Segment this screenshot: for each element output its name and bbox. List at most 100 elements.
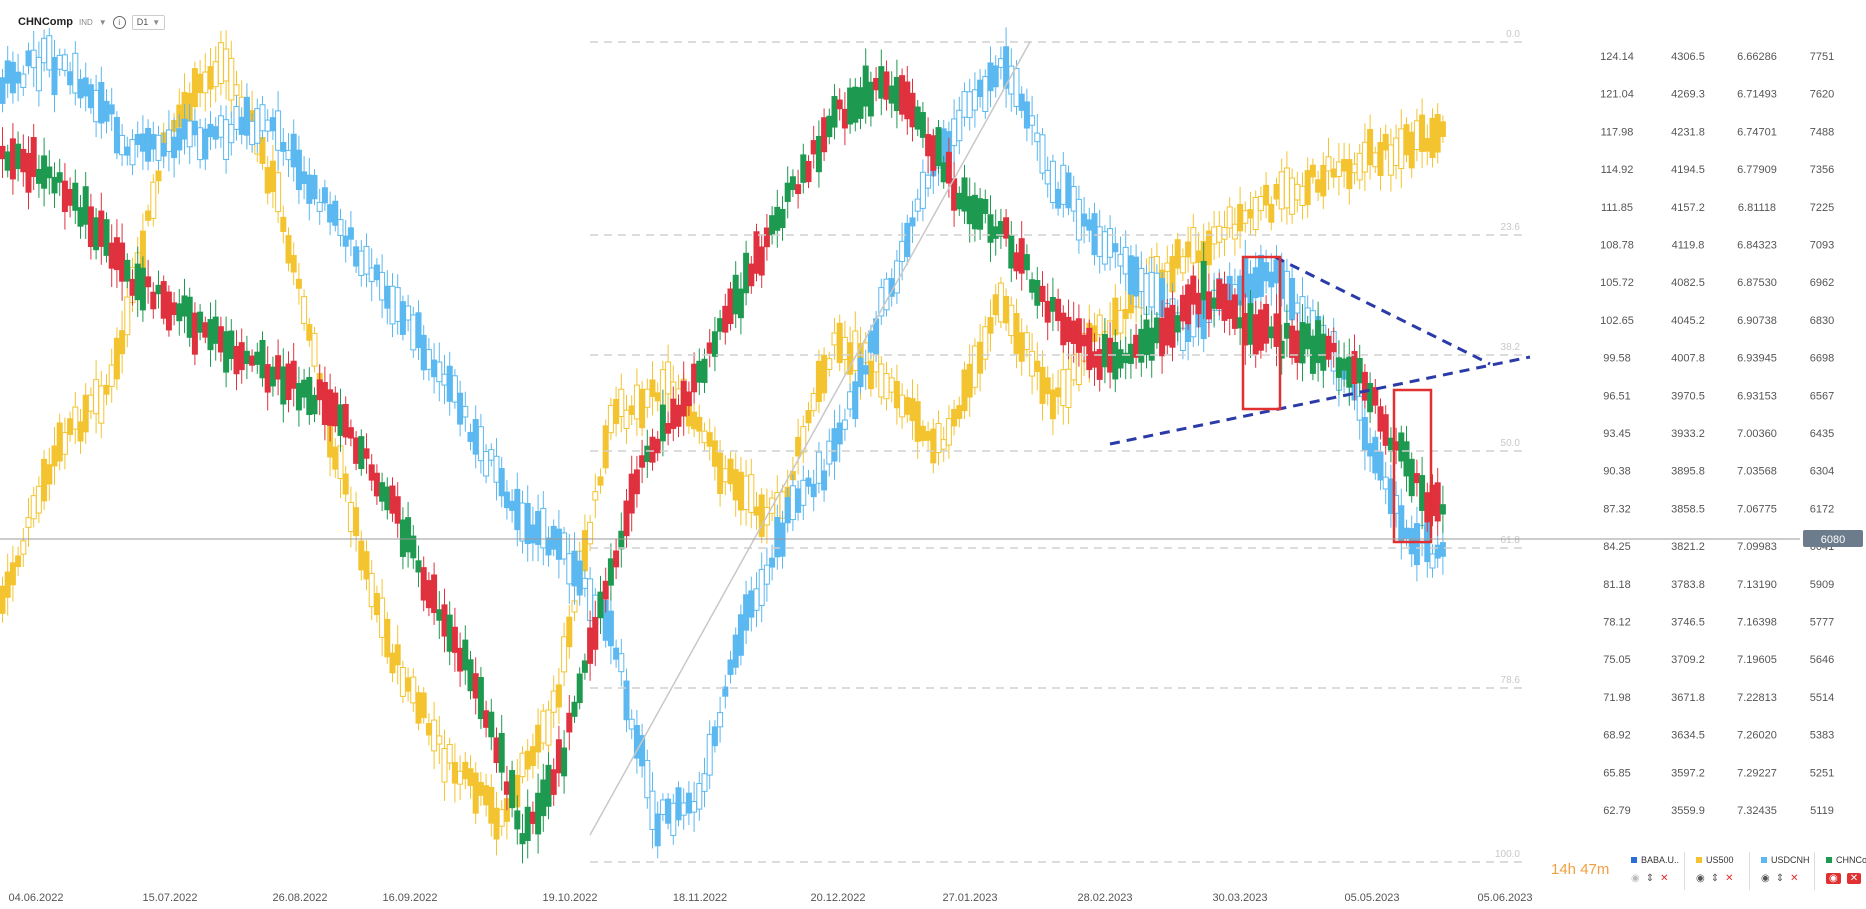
close-icon[interactable]: ✕	[1846, 873, 1862, 884]
chevron-down-icon[interactable]: ▼	[98, 17, 107, 27]
usdcnh-candle	[269, 117, 276, 132]
sort-arrows-icon[interactable]: ⇕	[1775, 873, 1785, 884]
usdcnh-candle	[202, 128, 209, 160]
usdcnh-candle	[857, 357, 864, 388]
y-tick-usdcnh: 6.81118	[1738, 202, 1776, 214]
us500-candle	[67, 418, 74, 435]
chncomp-candle	[150, 291, 157, 310]
eye-icon[interactable]: ◉	[1761, 873, 1770, 884]
sort-arrows-icon[interactable]: ⇕	[1645, 873, 1655, 884]
y-tick-us500: 4157.2	[1671, 202, 1705, 214]
us500-candle	[644, 388, 651, 408]
chncomp-candle	[483, 710, 490, 728]
chncomp-candle	[1195, 292, 1202, 315]
us500-candle	[748, 474, 755, 513]
chncomp-candle	[1424, 492, 1431, 523]
chncomp-candle	[1408, 458, 1415, 497]
chncomp-candle	[415, 560, 422, 573]
y-tick-baba: 105.72	[1600, 277, 1634, 289]
usdcnh-candle	[1086, 219, 1093, 231]
triangle-upper-line[interactable]	[1274, 255, 1491, 366]
y-tick-us500: 3746.5	[1671, 617, 1705, 629]
us500-candle	[98, 385, 105, 424]
usdcnh-candle	[899, 240, 906, 263]
chncomp-candle	[295, 382, 302, 411]
usdcnh-candle	[285, 149, 292, 161]
chncomp-candle	[113, 237, 120, 271]
chncomp-candle	[1101, 333, 1108, 368]
us500-candle	[815, 360, 822, 403]
y-tick-us500: 3783.8	[1671, 579, 1705, 591]
usdcnh-candle	[566, 553, 573, 585]
us500-candle	[264, 167, 271, 194]
us500-candle	[1408, 131, 1415, 169]
legend-item-us500[interactable]: US500 ◉ ⇕ ✕	[1690, 855, 1750, 891]
us500-candle	[940, 439, 947, 450]
us500-candle	[1393, 137, 1400, 167]
usdcnh-candle	[483, 451, 490, 477]
us500-candle	[384, 618, 391, 658]
chncomp-candle	[160, 281, 167, 319]
usdcnh-candle	[415, 312, 422, 349]
chncomp-candle	[4, 151, 11, 171]
x-axis: 04.06.2022 15.07.2022 26.08.2022 16.09.2022…	[8, 892, 1532, 904]
timeframe-select[interactable]: D1 ▼	[131, 14, 166, 30]
y-tick-baba: 84.25	[1603, 541, 1631, 553]
usdcnh-candle	[295, 149, 302, 191]
usdcnh-candle	[696, 783, 703, 810]
y-tick-us500: 4306.5	[1671, 51, 1705, 63]
chncomp-candle	[1049, 297, 1056, 312]
us500-candle	[852, 330, 859, 372]
us500-candle	[1065, 368, 1072, 408]
usdcnh-candle	[67, 71, 74, 86]
us500-candle	[259, 136, 266, 164]
usdcnh-candle	[1013, 68, 1020, 108]
chncomp-candle	[623, 500, 630, 537]
legend-item-baba-u-[interactable]: BABA.U.. ◉ ⇕ ✕	[1625, 855, 1685, 891]
close-icon[interactable]: ✕	[1725, 873, 1734, 884]
chncomp-candle	[670, 398, 677, 429]
y-tick-baba: 87.32	[1603, 503, 1631, 515]
triangle-lower-line[interactable]	[1109, 355, 1531, 446]
y-tick-chncomp: 6962	[1810, 277, 1834, 289]
close-icon[interactable]: ✕	[1790, 873, 1799, 884]
usdcnh-candle	[639, 735, 646, 767]
trendline-ascending[interactable]	[589, 41, 1031, 836]
symbol-name[interactable]: CHNComp	[18, 16, 73, 28]
us500-candle	[295, 278, 302, 289]
highlight-box-may[interactable]	[1392, 388, 1433, 544]
sort-arrows-icon[interactable]: ⇕	[1710, 873, 1720, 884]
y-tick-baba: 90.38	[1603, 466, 1631, 478]
eye-icon[interactable]: ◉	[1631, 873, 1640, 884]
us500-candle	[425, 723, 432, 736]
chncomp-candle	[711, 331, 718, 357]
eye-icon[interactable]: ◉	[1826, 873, 1841, 884]
y-tick-usdcnh: 6.77909	[1737, 164, 1777, 176]
y-tick-usdcnh: 7.29227	[1737, 767, 1777, 779]
usdcnh-candle	[904, 222, 911, 258]
usdcnh-candle	[1101, 231, 1108, 265]
chncomp-candle	[41, 155, 48, 189]
info-icon[interactable]: i	[112, 15, 126, 29]
usdcnh-candle	[628, 718, 635, 730]
chncomp-candle	[82, 186, 89, 225]
usdcnh-candle	[1439, 542, 1446, 557]
close-icon[interactable]: ✕	[1660, 873, 1669, 884]
usdcnh-candle	[919, 171, 926, 209]
chncomp-candle	[540, 779, 547, 817]
us500-candle	[472, 772, 479, 814]
legend-item-usdcnh[interactable]: USDCNH ◉ ⇕ ✕	[1755, 855, 1815, 891]
chncomp-candle	[0, 145, 6, 160]
chncomp-candle	[852, 86, 859, 123]
chncomp-candle	[795, 184, 802, 194]
legend-item-chncomp[interactable]: CHNComp ◉ ✕	[1820, 855, 1866, 891]
us500-candle	[77, 421, 84, 442]
highlight-box-march[interactable]	[1241, 255, 1282, 411]
chncomp-candle	[982, 198, 989, 214]
usdcnh-candle	[259, 104, 266, 132]
chncomp-candle	[368, 464, 375, 481]
us500-candle	[436, 735, 443, 745]
us500-candle	[1008, 304, 1015, 337]
eye-icon[interactable]: ◉	[1696, 873, 1705, 884]
